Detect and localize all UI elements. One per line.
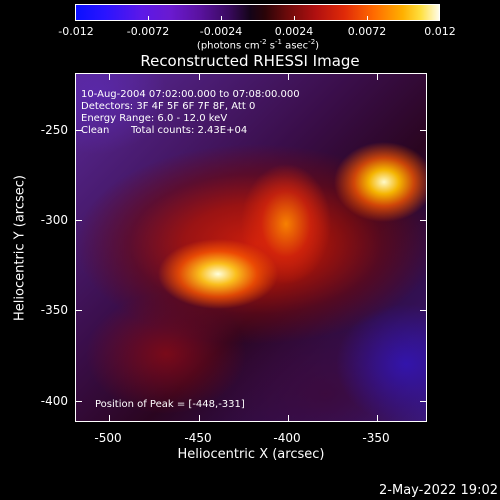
- peak-position-label: Position of Peak = [-448,-331]: [95, 399, 245, 410]
- plot-timestamp: 2-May-2022 19:02: [379, 483, 498, 498]
- y-tick: [420, 310, 426, 311]
- x-tick-label: -400: [273, 431, 301, 445]
- colorbar-tick-label: -0.0024: [199, 25, 243, 38]
- colorbar-tick: [294, 16, 295, 20]
- energy-range-label: Energy Range: 6.0 - 12.0 keV: [81, 113, 228, 124]
- colorbar-tick-label: 0.0072: [347, 25, 387, 38]
- y-tick: [420, 401, 426, 402]
- x-tick-label: -350: [362, 431, 390, 445]
- y-tick-label: -300: [40, 213, 68, 227]
- x-tick: [109, 74, 110, 80]
- colorbar: [75, 4, 440, 21]
- colorbar-tick: [439, 16, 440, 20]
- colorbar-tick: [75, 16, 76, 20]
- y-tick: [76, 310, 82, 311]
- y-tick-label: -250: [40, 123, 68, 137]
- y-tick: [76, 220, 82, 221]
- colorbar-tick: [148, 16, 149, 20]
- time-range-label: 10-Aug-2004 07:02:00.000 to 07:08:00.000: [81, 89, 300, 100]
- y-tick: [76, 130, 82, 131]
- detectors-label: Detectors: 3F 4F 5F 6F 7F 8F, Att 0: [81, 101, 256, 112]
- x-tick: [288, 74, 289, 80]
- colorbar-tick-label: 0.0024: [274, 25, 314, 38]
- colorbar-tick-label: -0.012: [58, 25, 94, 38]
- x-tick: [377, 415, 378, 421]
- x-tick-label: -450: [184, 431, 212, 445]
- x-tick: [377, 74, 378, 80]
- y-tick-label: -400: [40, 394, 68, 408]
- total-counts-label: Total counts: 2.43E+04: [131, 125, 248, 136]
- y-tick-label: -350: [40, 303, 68, 317]
- y-tick: [420, 220, 426, 221]
- y-tick: [76, 401, 82, 402]
- y-tick: [420, 130, 426, 131]
- x-tick: [288, 415, 289, 421]
- colorbar-tick: [221, 16, 222, 20]
- x-tick: [199, 74, 200, 80]
- x-tick: [199, 415, 200, 421]
- rhessi-image: 10-Aug-2004 07:02:00.000 to 07:08:00.000…: [75, 73, 427, 422]
- x-tick-label: -500: [94, 431, 122, 445]
- colorbar-tick-label: 0.012: [424, 25, 456, 38]
- plot-title: Reconstructed RHESSI Image: [140, 52, 360, 70]
- colorbar-units: (photons cm-2 s-1 asec-2): [196, 38, 320, 52]
- colorbar-tick-label: -0.0072: [126, 25, 170, 38]
- algorithm-label: Clean: [81, 125, 110, 136]
- x-axis-label: Heliocentric X (arcsec): [177, 447, 325, 462]
- x-tick: [109, 415, 110, 421]
- colorbar-tick: [367, 16, 368, 20]
- y-axis-label: Heliocentric Y (arcsec): [12, 175, 28, 321]
